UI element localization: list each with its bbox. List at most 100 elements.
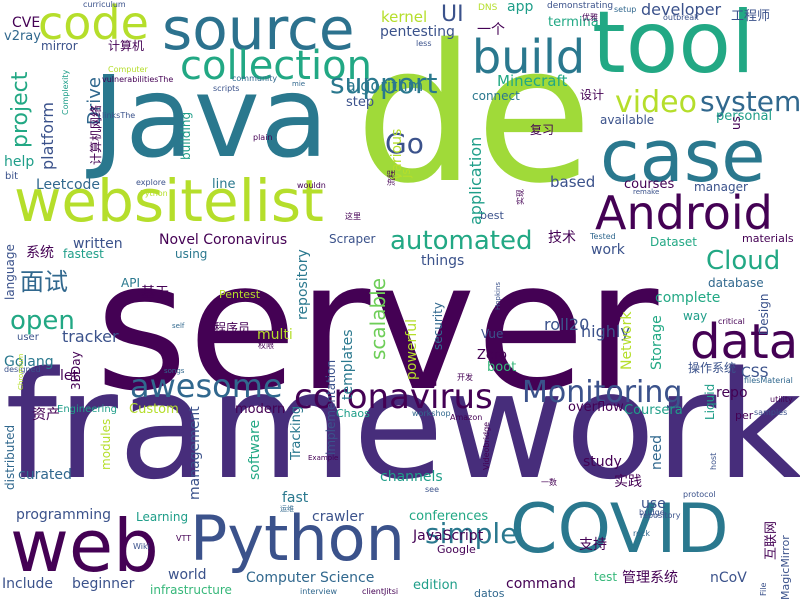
cloud-word: help	[4, 154, 35, 170]
cloud-word: edition	[413, 578, 458, 593]
cloud-word: js	[399, 168, 413, 178]
cloud-word: using	[175, 247, 208, 261]
cloud-word: developer	[641, 0, 722, 19]
cloud-word: 运维	[280, 505, 294, 513]
cloud-word: samples	[754, 408, 788, 417]
cloud-word: Learning	[136, 510, 189, 524]
cloud-word: modern	[235, 402, 286, 417]
cloud-word: plain	[253, 133, 273, 142]
cloud-word: roll20	[544, 315, 590, 334]
cloud-word: crawler	[312, 509, 364, 525]
cloud-word: outbreak	[663, 13, 699, 22]
cloud-word: infrastructure	[150, 583, 232, 597]
cloud-word: Example	[308, 454, 339, 462]
cloud-word: repository	[640, 511, 681, 520]
cloud-word: MagicMirror	[779, 535, 792, 600]
cloud-word: Google	[437, 543, 476, 556]
cloud-word: connect	[472, 89, 520, 103]
cloud-word: de	[355, 4, 593, 225]
cloud-word: v2ray	[4, 29, 41, 44]
cloud-word: Dataset	[650, 235, 697, 249]
cloud-word: language	[3, 244, 17, 300]
cloud-word: Minecraft	[497, 72, 568, 90]
cloud-word: 管理系统	[622, 570, 678, 586]
cloud-word: app	[507, 0, 534, 15]
cloud-word: DNS	[478, 3, 498, 13]
cloud-word: Computer Science	[246, 570, 375, 586]
cloud-word: things	[421, 253, 465, 269]
cloud-word: kernel	[381, 8, 428, 26]
cloud-word: clientJitsi	[362, 587, 399, 596]
cloud-word: command	[506, 576, 576, 592]
cloud-word: test	[594, 570, 618, 584]
cloud-word: beginner	[72, 576, 135, 592]
cloud-word: setup	[614, 5, 637, 14]
cloud-word: study	[583, 454, 622, 470]
cloud-word: overflow	[568, 400, 624, 415]
cloud-word: 计算机	[108, 39, 145, 53]
cloud-word: curriculum	[83, 0, 126, 9]
cloud-word: code	[38, 0, 149, 50]
cloud-word: courses	[624, 177, 675, 192]
cloud-word: 3B	[69, 374, 83, 390]
cloud-word: video	[615, 85, 697, 120]
cloud-word: boot	[487, 360, 517, 375]
cloud-word: templates	[340, 329, 356, 401]
cloud-word: nCoV	[710, 570, 747, 586]
cloud-word: 流程	[387, 170, 396, 186]
cloud-word: best	[480, 209, 504, 222]
cloud-word: Go	[385, 127, 424, 160]
cloud-word: UI	[441, 2, 464, 27]
cloud-word: Zero	[477, 348, 507, 363]
cloud-word: building	[179, 111, 193, 160]
cloud-word: Network	[619, 311, 635, 370]
cloud-word: datos	[474, 587, 505, 600]
cloud-word: 面试	[20, 268, 68, 296]
cloud-word: 一数	[541, 478, 557, 487]
cloud-word: database	[708, 276, 764, 290]
cloud-word: wouldn	[297, 181, 326, 190]
cloud-word: 实现	[516, 189, 525, 205]
cloud-word: mirror	[41, 39, 78, 53]
cloud-word: mie	[292, 80, 306, 88]
cloud-word: 权限	[258, 341, 274, 350]
cloud-word: tracker	[62, 327, 119, 346]
cloud-word: 设计	[580, 88, 605, 102]
cloud-word: line	[212, 177, 236, 192]
cloud-word: songs	[164, 367, 185, 375]
cloud-word: build	[472, 30, 586, 84]
cloud-word: 支持	[579, 537, 607, 553]
cloud-word: software	[247, 419, 263, 480]
cloud-word: rock	[633, 529, 651, 538]
cloud-word: COVID	[510, 490, 729, 569]
cloud-word: 开发	[457, 373, 473, 382]
cloud-word: critical	[718, 317, 745, 326]
cloud-word: bridge	[639, 508, 665, 517]
cloud-word: protocol	[683, 490, 716, 499]
cloud-word: Golang	[4, 354, 54, 370]
cloud-word: Chaos	[336, 407, 370, 420]
cloud-word: JavaScript	[413, 528, 484, 544]
cloud-word: Pentest	[219, 288, 261, 301]
cloud-word: Leetcode	[36, 177, 101, 193]
cloud-word: security	[431, 302, 445, 350]
cloud-word: powerful	[404, 319, 420, 380]
cloud-word: see	[425, 485, 440, 494]
cloud-word: channels	[380, 469, 443, 485]
cloud-word: algorithm	[346, 76, 424, 95]
cloud-word: Custom	[129, 402, 179, 417]
cloud-word: fastest	[63, 247, 104, 261]
cloud-word: Day	[69, 351, 83, 375]
cloud-word: framework	[5, 340, 800, 512]
cloud-word: scripts	[213, 84, 240, 93]
cloud-word: fast	[282, 490, 309, 506]
cloud-word: 一个	[477, 22, 505, 38]
cloud-word: server	[95, 223, 659, 430]
cloud-word: based	[550, 173, 596, 191]
cloud-word: materials	[742, 232, 794, 245]
cloud-word: Novel Coronavirus	[159, 232, 288, 248]
cloud-word: 技术	[548, 230, 576, 246]
cloud-word: websitelist	[14, 167, 324, 235]
cloud-word: interview	[300, 587, 338, 596]
